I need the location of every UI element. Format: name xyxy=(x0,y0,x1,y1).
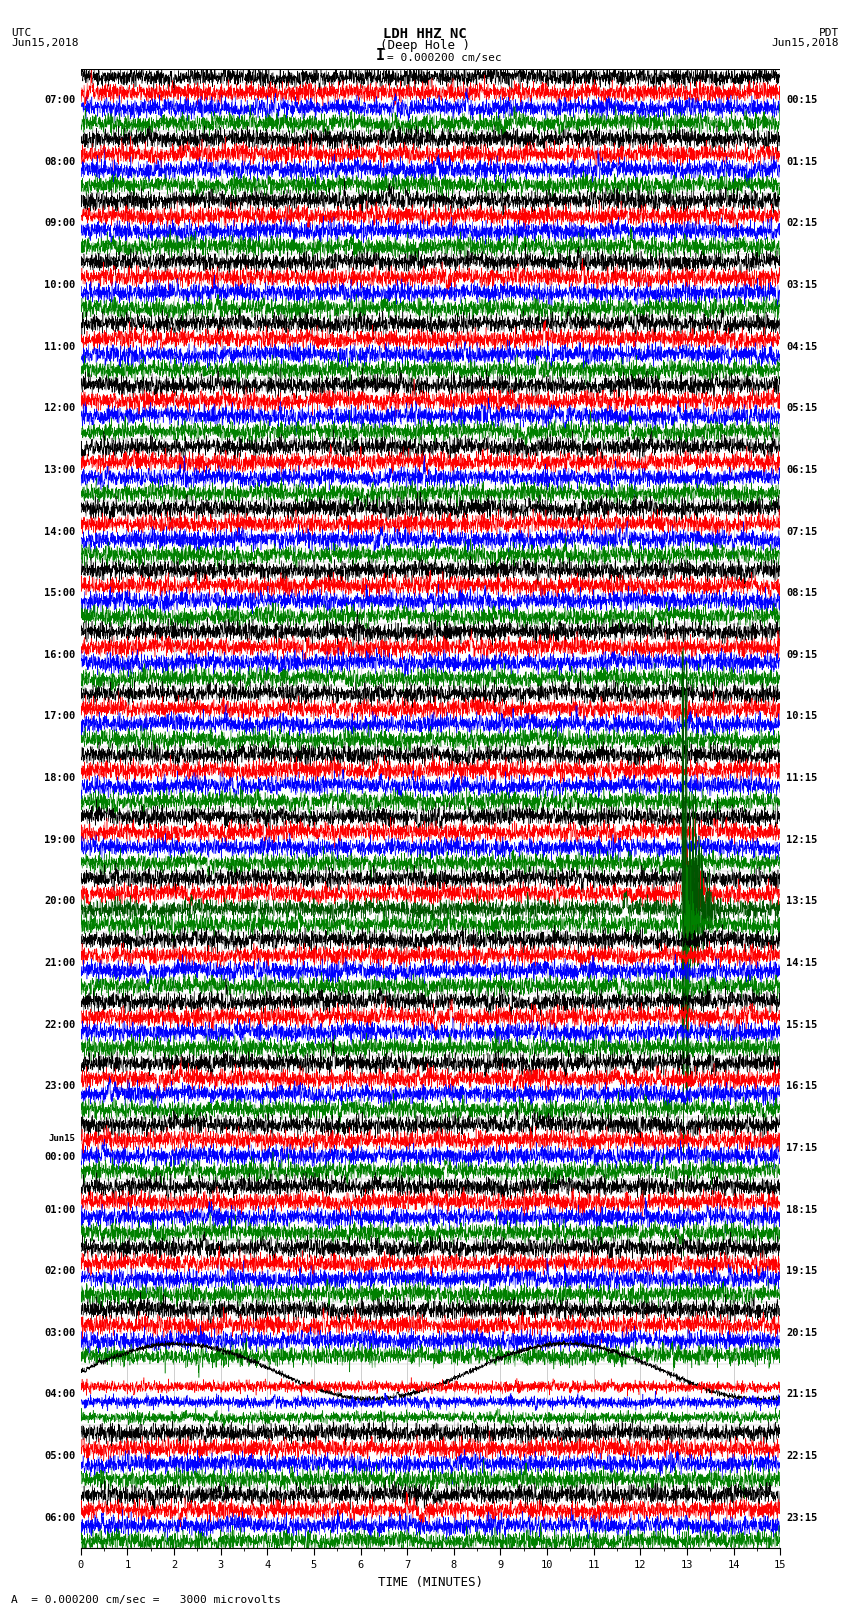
Text: 02:15: 02:15 xyxy=(786,218,817,229)
Text: LDH HHZ NC: LDH HHZ NC xyxy=(383,27,467,40)
Text: 03:15: 03:15 xyxy=(786,281,817,290)
Text: 10:00: 10:00 xyxy=(44,281,75,290)
Text: 11:00: 11:00 xyxy=(44,342,75,352)
Text: 00:00: 00:00 xyxy=(44,1152,75,1161)
Text: 12:15: 12:15 xyxy=(786,836,817,845)
Text: A  = 0.000200 cm/sec =   3000 microvolts: A = 0.000200 cm/sec = 3000 microvolts xyxy=(11,1595,281,1605)
Text: 21:15: 21:15 xyxy=(786,1389,817,1400)
Text: UTC: UTC xyxy=(11,27,31,37)
Text: PDT: PDT xyxy=(819,27,839,37)
Text: 15:00: 15:00 xyxy=(44,589,75,598)
Text: 17:00: 17:00 xyxy=(44,711,75,721)
Text: 17:15: 17:15 xyxy=(786,1144,817,1153)
Text: Jun15,2018: Jun15,2018 xyxy=(11,39,78,48)
Text: 05:00: 05:00 xyxy=(44,1452,75,1461)
Text: 15:15: 15:15 xyxy=(786,1019,817,1029)
Text: Jun15: Jun15 xyxy=(48,1134,75,1144)
Text: 01:15: 01:15 xyxy=(786,156,817,166)
Text: 10:15: 10:15 xyxy=(786,711,817,721)
Text: 16:15: 16:15 xyxy=(786,1081,817,1092)
Text: 23:00: 23:00 xyxy=(44,1081,75,1092)
Text: 16:00: 16:00 xyxy=(44,650,75,660)
Text: 09:15: 09:15 xyxy=(786,650,817,660)
Text: 08:15: 08:15 xyxy=(786,589,817,598)
Text: 14:00: 14:00 xyxy=(44,526,75,537)
Text: 22:15: 22:15 xyxy=(786,1452,817,1461)
Text: 14:15: 14:15 xyxy=(786,958,817,968)
Text: 05:15: 05:15 xyxy=(786,403,817,413)
Text: 20:00: 20:00 xyxy=(44,897,75,907)
Text: 06:00: 06:00 xyxy=(44,1513,75,1523)
Text: 01:00: 01:00 xyxy=(44,1205,75,1215)
Text: 08:00: 08:00 xyxy=(44,156,75,166)
Text: 09:00: 09:00 xyxy=(44,218,75,229)
Text: 03:00: 03:00 xyxy=(44,1327,75,1337)
Text: 22:00: 22:00 xyxy=(44,1019,75,1029)
Text: 12:00: 12:00 xyxy=(44,403,75,413)
Text: 19:00: 19:00 xyxy=(44,836,75,845)
Text: 04:15: 04:15 xyxy=(786,342,817,352)
Text: 18:00: 18:00 xyxy=(44,773,75,782)
Text: 06:15: 06:15 xyxy=(786,465,817,474)
Text: 13:00: 13:00 xyxy=(44,465,75,474)
Text: 07:15: 07:15 xyxy=(786,526,817,537)
Text: = 0.000200 cm/sec: = 0.000200 cm/sec xyxy=(387,53,501,63)
Text: 21:00: 21:00 xyxy=(44,958,75,968)
Text: 11:15: 11:15 xyxy=(786,773,817,782)
Text: I: I xyxy=(377,48,385,63)
Text: 19:15: 19:15 xyxy=(786,1266,817,1276)
Text: 00:15: 00:15 xyxy=(786,95,817,105)
Text: 04:00: 04:00 xyxy=(44,1389,75,1400)
Text: (Deep Hole ): (Deep Hole ) xyxy=(380,39,470,52)
X-axis label: TIME (MINUTES): TIME (MINUTES) xyxy=(378,1576,483,1589)
Text: 02:00: 02:00 xyxy=(44,1266,75,1276)
Text: 23:15: 23:15 xyxy=(786,1513,817,1523)
Text: 07:00: 07:00 xyxy=(44,95,75,105)
Text: 18:15: 18:15 xyxy=(786,1205,817,1215)
Text: 20:15: 20:15 xyxy=(786,1327,817,1337)
Text: 13:15: 13:15 xyxy=(786,897,817,907)
Text: Jun15,2018: Jun15,2018 xyxy=(772,39,839,48)
